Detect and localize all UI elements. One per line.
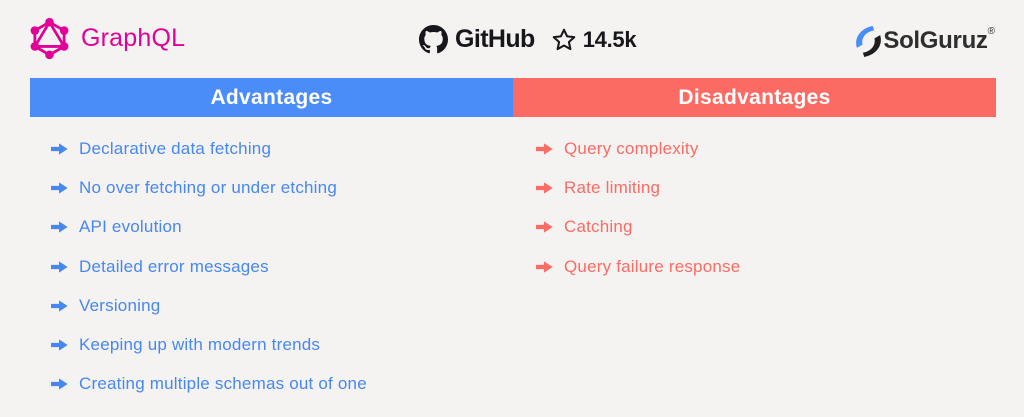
advantage-text: Keeping up with modern trends — [79, 335, 321, 355]
advantage-text: Versioning — [79, 295, 161, 315]
advantage-text: Detailed error messages — [79, 256, 269, 276]
list-item: Query complexity — [536, 129, 740, 168]
advantage-text: No over fetching or under etching — [79, 177, 337, 197]
disadvantages-list: Query complexity Rate limiting Catching … — [536, 129, 740, 286]
list-item: No over fetching or under etching — [51, 168, 367, 207]
github-logo-icon — [419, 25, 448, 54]
arrow-right-icon — [51, 182, 68, 194]
list-item: Declarative data fetching — [51, 129, 367, 168]
disadvantage-text: Rate limiting — [564, 177, 661, 197]
disadvantage-text: Query complexity — [564, 138, 699, 158]
arrow-right-icon — [536, 221, 553, 233]
arrow-right-icon — [51, 260, 68, 273]
solguruz-logo-icon — [856, 26, 882, 57]
list-item: API evolution — [51, 208, 367, 247]
list-item: Rate limiting — [536, 168, 740, 207]
arrow-right-icon — [51, 143, 68, 155]
advantage-text: API evolution — [79, 217, 182, 237]
arrow-right-icon — [536, 182, 553, 194]
list-item: Catching — [536, 208, 740, 247]
list-item: Detailed error messages — [51, 247, 367, 286]
arrow-right-icon — [51, 339, 68, 351]
advantages-header: Advantages — [30, 78, 513, 117]
disadvantage-text: Catching — [564, 217, 633, 237]
vendor-name: SolGuruz — [883, 27, 988, 54]
solguruz-brand: SolGuruz ® — [854, 25, 995, 57]
advantage-text: Declarative data fetching — [79, 138, 272, 158]
list-item: Versioning — [51, 286, 367, 325]
arrow-right-icon — [51, 378, 68, 390]
list-item: Creating multiple schemas out of one — [51, 365, 367, 404]
brand-name: GraphQL — [81, 24, 186, 52]
graphql-brand: GraphQL — [28, 16, 185, 61]
advantages-list: Declarative data fetching No over fetchi… — [51, 129, 367, 404]
arrow-right-icon — [536, 143, 553, 155]
star-icon — [552, 28, 576, 50]
arrow-right-icon — [51, 221, 68, 233]
list-item: Query failure response — [536, 247, 740, 286]
advantage-text: Creating multiple schemas out of one — [79, 374, 367, 394]
list-item: Keeping up with modern trends — [51, 325, 367, 364]
arrow-right-icon — [51, 300, 68, 312]
registered-trademark-symbol: ® — [987, 26, 995, 37]
github-stars-badge: GitHub 14.5k — [419, 25, 637, 54]
arrow-right-icon — [536, 260, 553, 273]
disadvantages-header: Disadvantages — [513, 78, 996, 117]
graphql-logo-icon — [30, 17, 69, 60]
github-label: GitHub — [455, 25, 535, 53]
disadvantage-text: Query failure response — [564, 256, 741, 276]
github-star-count: 14.5k — [582, 26, 637, 52]
column-headers: Advantages Disadvantages — [30, 78, 996, 117]
